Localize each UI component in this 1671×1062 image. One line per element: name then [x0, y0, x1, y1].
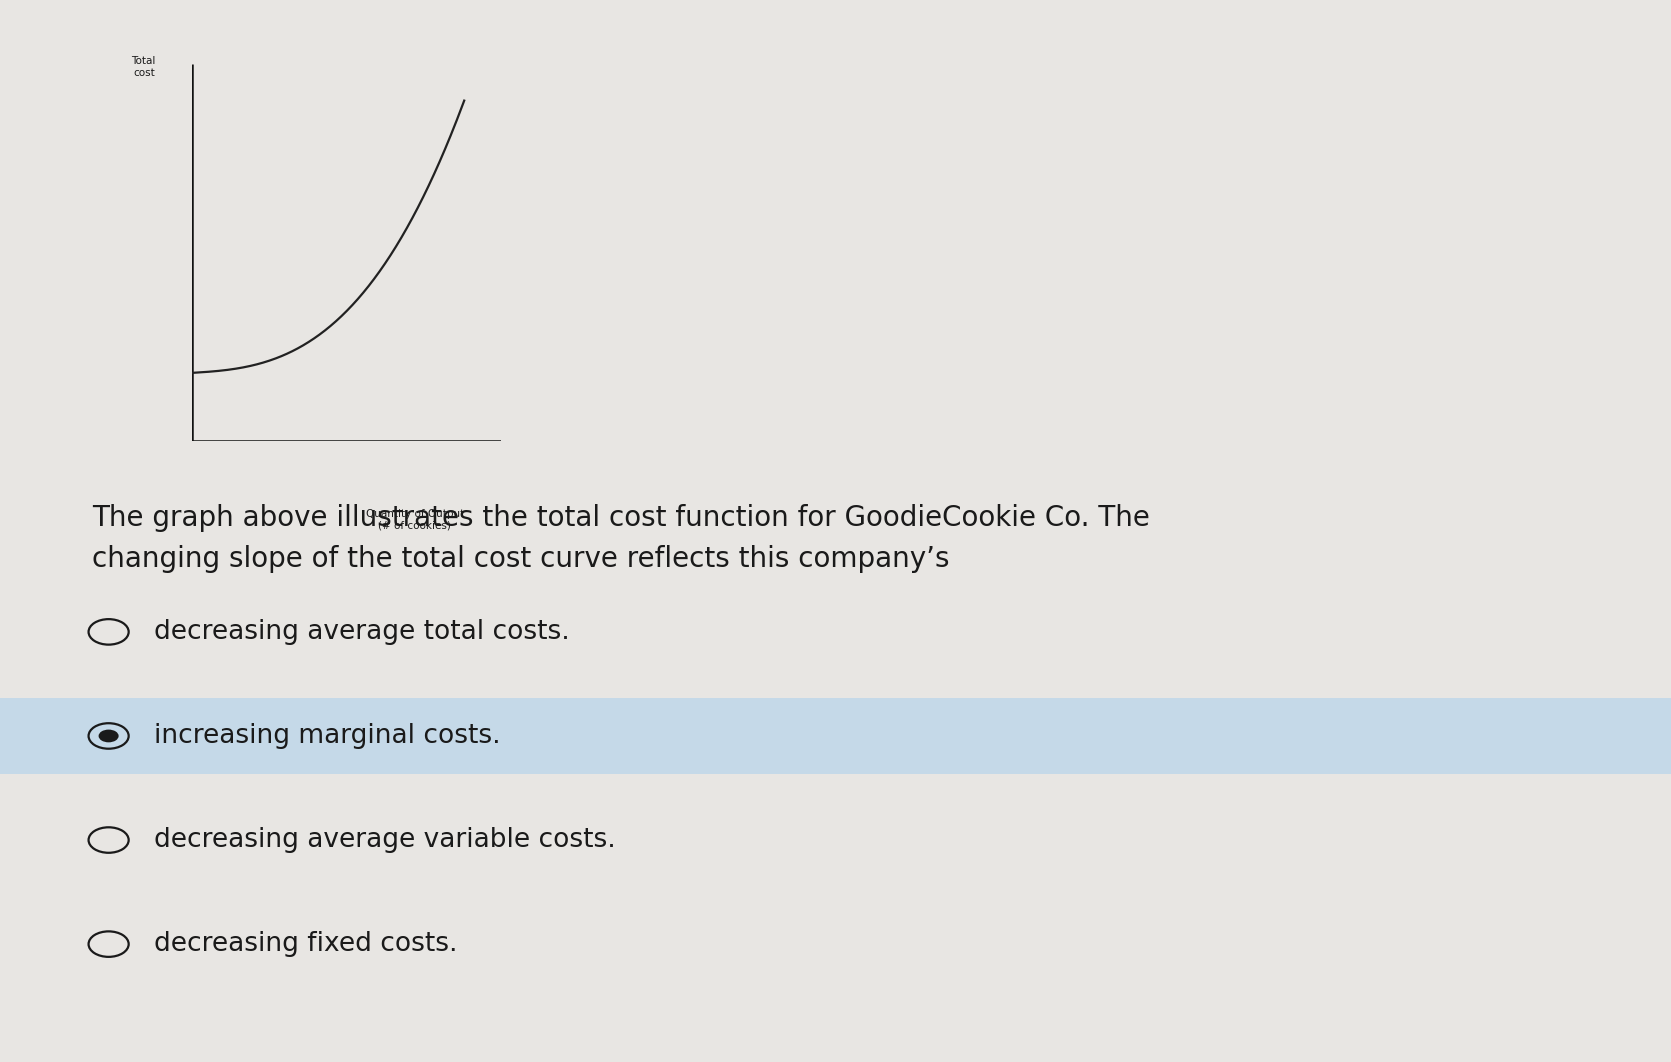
- Text: increasing marginal costs.: increasing marginal costs.: [154, 723, 500, 749]
- Text: Quantity of Output
(# of cookies): Quantity of Output (# of cookies): [366, 509, 465, 530]
- Text: The graph above illustrates the total cost function for GoodieCookie Co. The
cha: The graph above illustrates the total co…: [92, 504, 1150, 572]
- Text: decreasing average total costs.: decreasing average total costs.: [154, 619, 570, 645]
- Text: decreasing average variable costs.: decreasing average variable costs.: [154, 827, 615, 853]
- Text: decreasing fixed costs.: decreasing fixed costs.: [154, 931, 458, 957]
- Text: Total
cost: Total cost: [130, 56, 155, 78]
